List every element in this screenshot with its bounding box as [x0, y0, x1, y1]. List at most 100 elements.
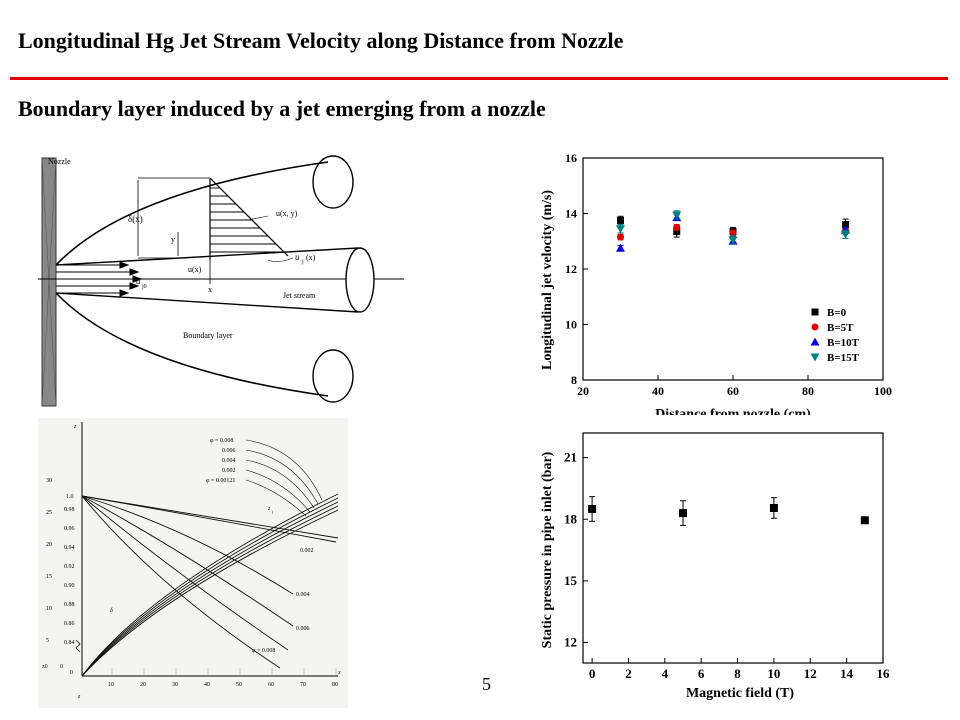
pressure-xtick-label: 0	[589, 666, 596, 681]
boundary-layer-label: Boundary layer	[183, 331, 233, 340]
velocity-point	[841, 230, 850, 239]
ratio-0-96: 0.96	[64, 526, 75, 532]
pressure-plot-area: 0 2 4 6 8 10 12 14 16 12 15 18 21	[564, 432, 891, 681]
slide-subtitle: Boundary layer induced by a jet emerging…	[18, 96, 546, 121]
pressure-xtick-label: 8	[734, 666, 741, 681]
pressure-xtick-label: 6	[698, 666, 705, 681]
u0-subscript: j0	[141, 284, 147, 290]
velocity-ytick-label: 12	[565, 262, 577, 276]
pressure-ytick-label: 15	[564, 573, 578, 588]
u-x-label: u(x)	[188, 265, 202, 274]
jet-boundary-layer-diagram: Nozzle δ(x) y u(x, y) u j (x) u(x) x u j…	[38, 150, 408, 410]
title-divider	[10, 77, 948, 80]
boundary-thickness-plot: 30 25 20 15 10 5 z0 0 1.0 0.98 0.96 0.94…	[38, 418, 348, 708]
xtick-50: 50	[236, 682, 242, 688]
zj-subscript: j	[271, 509, 273, 514]
xtick-60: 60	[268, 682, 274, 688]
x-axis-label: x	[337, 670, 341, 676]
velocity-legend-label: B=15T	[827, 352, 860, 364]
origin-label: 0	[70, 670, 73, 676]
velocity-xtick-label: 20	[577, 384, 589, 398]
phi-label-3: 0.002	[222, 468, 236, 474]
velocity-point	[729, 229, 737, 237]
velocity-xtick-label: 100	[874, 384, 892, 398]
jet-stream-label: Jet stream	[283, 291, 316, 300]
pressure-y-axis-label: Static pressure in pipe inlet (bar)	[540, 451, 555, 648]
pressure-point	[860, 516, 869, 525]
uj-argument: (x)	[306, 253, 316, 262]
xtick-80: 80	[332, 682, 338, 688]
curve-label-2: 0.006	[296, 626, 310, 632]
phi-label-2: 0.004	[222, 458, 236, 464]
pressure-xtick-label: 12	[804, 666, 817, 681]
ytick-5: 5	[46, 638, 49, 644]
slide-title: Longitudinal Hg Jet Stream Velocity alon…	[18, 28, 624, 53]
pressure-xtick-label: 4	[662, 666, 669, 681]
ratio-0-90: 0.90	[64, 583, 75, 589]
nozzle-label: Nozzle	[48, 157, 71, 166]
velocity-point	[617, 216, 624, 224]
velocity-ytick-label: 8	[571, 373, 577, 387]
velocity-ytick-label: 16	[565, 151, 577, 165]
velocity-point	[673, 228, 681, 236]
velocity-xtick-label: 40	[652, 384, 664, 398]
ratio-0-98: 0.98	[64, 507, 75, 513]
ytick-z0: z0	[42, 664, 48, 670]
pressure-xtick-label: 14	[840, 666, 854, 681]
ratio-0-92: 0.92	[64, 564, 75, 570]
curve-label-3: φ = 0.008	[252, 648, 275, 654]
ytick-30: 30	[46, 478, 52, 484]
page-number: 5	[482, 674, 491, 694]
velocity-legend-marker	[810, 337, 820, 346]
velocity-point	[617, 233, 624, 241]
velocity-legend-label: B=10T	[827, 337, 860, 349]
zj-label: z	[267, 506, 271, 512]
z-axis-label-bottom: z	[77, 694, 81, 700]
ytick-20: 20	[46, 542, 52, 548]
ratio-0-86: 0.86	[64, 621, 75, 627]
xtick-30: 30	[172, 682, 178, 688]
pressure-point	[588, 504, 597, 513]
ytick-10: 10	[46, 606, 52, 612]
pressure-chart: 0 2 4 6 8 10 12 14 16 12 15 18 21 Static pressure in…	[535, 415, 915, 705]
velocity-legend-marker	[811, 308, 819, 316]
ytick-25: 25	[46, 510, 52, 516]
phi-label-4: φ = 0.00121	[206, 478, 235, 484]
curve-label-1: 0.004	[296, 592, 310, 598]
velocity-legend-label: B=5T	[827, 322, 854, 334]
ytick-zero: 0	[60, 664, 63, 670]
xtick-10: 10	[108, 682, 114, 688]
velocity-point	[672, 211, 682, 220]
ratio-1-0: 1.0	[66, 494, 74, 500]
pressure-xtick-label: 2	[625, 666, 632, 681]
pressure-point	[679, 509, 687, 518]
pressure-ytick-label: 18	[564, 511, 578, 526]
delta-curve-label: δ	[110, 608, 113, 614]
pressure-xtick-label: 10	[767, 666, 780, 681]
xtick-70: 70	[300, 682, 306, 688]
pressure-ytick-label: 21	[564, 450, 577, 465]
velocity-ytick-label: 10	[565, 318, 577, 332]
pressure-ytick-label: 12	[564, 634, 577, 649]
velocity-xtick-label: 60	[727, 384, 739, 398]
u-xy-label: u(x, y)	[276, 209, 298, 218]
ratio-0-94: 0.94	[64, 545, 75, 551]
z-axis-label: z	[73, 424, 77, 430]
ratio-0-88: 0.88	[64, 602, 75, 608]
velocity-point	[842, 221, 849, 229]
y-label: y	[171, 235, 175, 244]
velocity-point	[673, 223, 681, 231]
velocity-point	[616, 243, 625, 252]
velocity-y-axis-label: Longitudinal jet velocity (m/s)	[540, 190, 555, 370]
velocity-legend-label: B=0	[827, 307, 847, 319]
uj-subscript: j	[301, 259, 304, 265]
delta-label: δ(x)	[128, 214, 143, 224]
x-label: x	[208, 285, 212, 294]
pressure-xtick-label: 16	[877, 666, 891, 681]
u0-label: u	[136, 276, 141, 286]
pressure-frame	[582, 432, 884, 664]
velocity-xtick-label: 80	[802, 384, 814, 398]
uj-label: u	[295, 252, 300, 262]
velocity-ytick-label: 14	[565, 207, 577, 221]
phi-label-1: 0.006	[222, 448, 236, 454]
